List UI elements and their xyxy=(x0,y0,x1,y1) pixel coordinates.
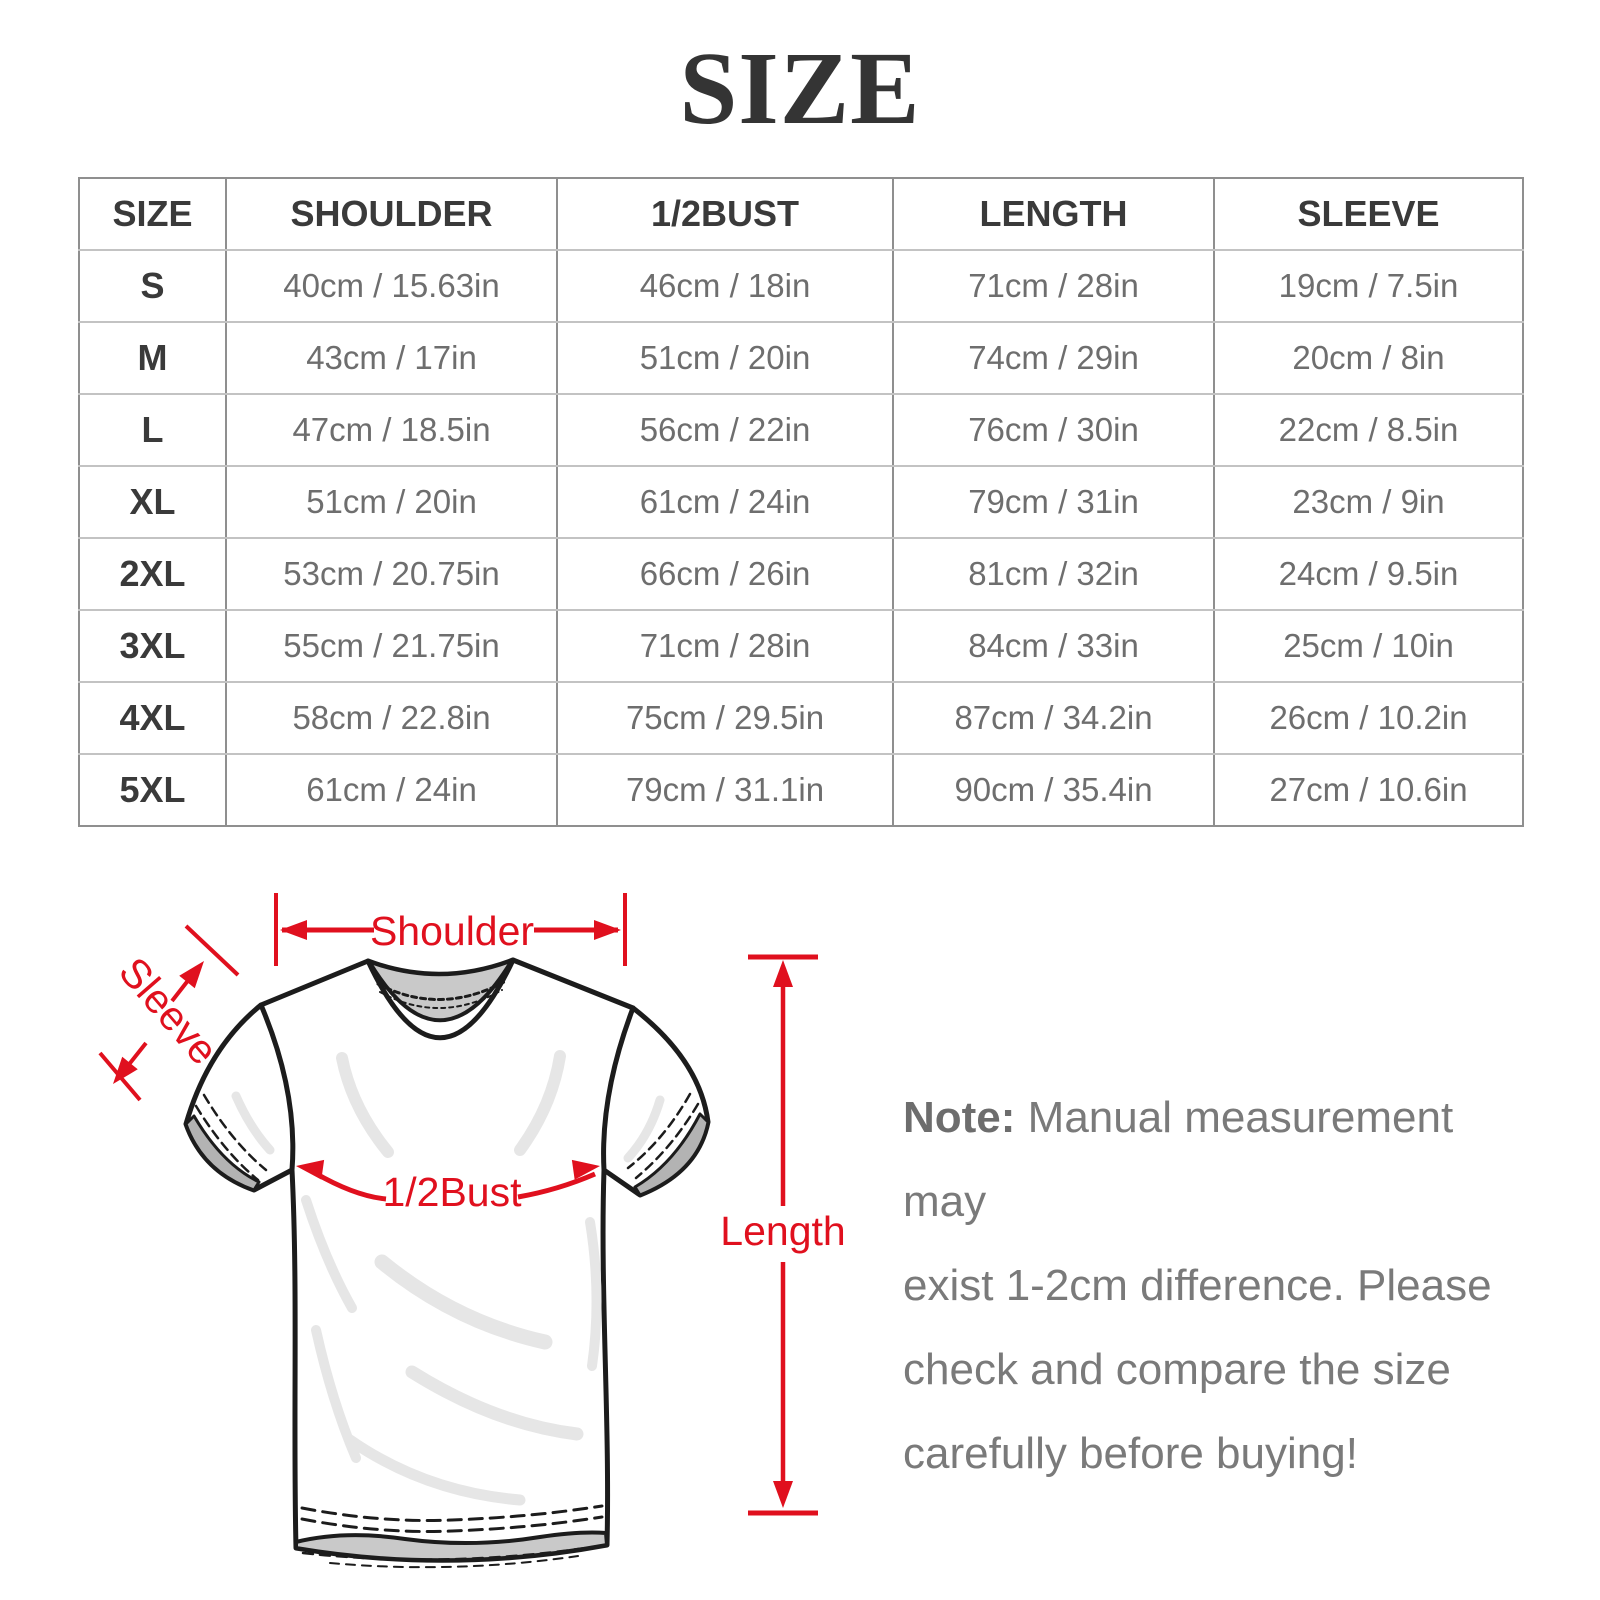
column-header-sleeve: SLEEVE xyxy=(1213,177,1524,251)
cell-shoulder: 40cm / 15.63in xyxy=(225,249,558,323)
cell-length: 76cm / 30in xyxy=(892,393,1215,467)
cell-length: 79cm / 31in xyxy=(892,465,1215,539)
table-row-s: S 40cm / 15.63in 46cm / 18in 71cm / 28in… xyxy=(78,249,1524,323)
hem-band xyxy=(294,1530,609,1563)
table-row-l: L 47cm / 18.5in 56cm / 22in 76cm / 30in … xyxy=(78,393,1524,467)
page-title: SIZE xyxy=(679,31,921,146)
dimension-arrowheads xyxy=(113,920,793,1508)
cell-shoulder: 58cm / 22.8in xyxy=(225,681,558,755)
cell-length: 84cm / 33in xyxy=(892,609,1215,683)
note-line-1: Note: Manual measurement may xyxy=(903,1093,1454,1226)
cell-sleeve: 22cm / 8.5in xyxy=(1213,393,1524,467)
fabric-wrinkles xyxy=(231,1050,665,1506)
cell-sleeve: 23cm / 9in xyxy=(1213,465,1524,539)
cell-sleeve: 20cm / 8in xyxy=(1213,321,1524,395)
cell-sleeve: 24cm / 9.5in xyxy=(1213,537,1524,611)
cell-size: XL xyxy=(78,465,227,539)
cell-length: 81cm / 32in xyxy=(892,537,1215,611)
cell-shoulder: 47cm / 18.5in xyxy=(225,393,558,467)
cell-halfbust: 75cm / 29.5in xyxy=(556,681,894,755)
halfbust-dimension-arrow xyxy=(313,1170,387,1202)
cell-halfbust: 79cm / 31.1in xyxy=(556,753,894,827)
size-table-header-row: SIZE SHOULDER 1/2BUST LENGTH SLEEVE xyxy=(78,177,1524,251)
column-header-shoulder: SHOULDER xyxy=(225,177,558,251)
left-armhole-seam xyxy=(258,1002,296,1173)
cell-size: 3XL xyxy=(78,609,227,683)
cell-size: 5XL xyxy=(78,753,227,827)
size-table-container: SIZE SHOULDER 1/2BUST LENGTH SLEEVE S 40… xyxy=(78,177,1524,827)
table-row-xl: XL 51cm / 20in 61cm / 24in 79cm / 31in 2… xyxy=(78,465,1524,539)
cell-length: 87cm / 34.2in xyxy=(892,681,1215,755)
cell-size: 4XL xyxy=(78,681,227,755)
cell-halfbust: 56cm / 22in xyxy=(556,393,894,467)
sleeve-label: Sleeve xyxy=(110,948,227,1073)
cell-length: 90cm / 35.4in xyxy=(892,753,1215,827)
note-text: Note: Manual measurement may exist 1-2cm… xyxy=(903,1076,1543,1496)
cell-shoulder: 55cm / 21.75in xyxy=(225,609,558,683)
halfbust-label: 1/2Bust xyxy=(382,1169,522,1215)
cell-sleeve: 25cm / 10in xyxy=(1213,609,1524,683)
left-cuff-inside xyxy=(184,1114,261,1192)
cell-halfbust: 46cm / 18in xyxy=(556,249,894,323)
column-header-length: LENGTH xyxy=(892,177,1215,251)
cell-sleeve: 27cm / 10.6in xyxy=(1213,753,1524,827)
cell-sleeve: 19cm / 7.5in xyxy=(1213,249,1524,323)
length-label: Length xyxy=(720,1208,845,1254)
note-label: Note: xyxy=(903,1093,1016,1142)
table-row-m: M 43cm / 17in 51cm / 20in 74cm / 29in 20… xyxy=(78,321,1524,395)
cell-shoulder: 53cm / 20.75in xyxy=(225,537,558,611)
cell-halfbust: 66cm / 26in xyxy=(556,537,894,611)
cell-size: L xyxy=(78,393,227,467)
cell-halfbust: 61cm / 24in xyxy=(556,465,894,539)
right-armhole-seam xyxy=(601,1005,636,1173)
note-line-2: exist 1-2cm difference. Please xyxy=(903,1261,1492,1310)
cell-size: S xyxy=(78,249,227,323)
cell-halfbust: 71cm / 28in xyxy=(556,609,894,683)
cell-size: M xyxy=(78,321,227,395)
cell-sleeve: 26cm / 10.2in xyxy=(1213,681,1524,755)
tshirt-body xyxy=(183,957,711,1563)
shoulder-label: Shoulder xyxy=(370,908,534,954)
table-row-3xl: 3XL 55cm / 21.75in 71cm / 28in 84cm / 33… xyxy=(78,609,1524,683)
note-line-3: check and compare the size xyxy=(903,1345,1451,1394)
table-row-2xl: 2XL 53cm / 20.75in 66cm / 26in 81cm / 32… xyxy=(78,537,1524,611)
cell-size: 2XL xyxy=(78,537,227,611)
collar-stitch-upper xyxy=(376,980,506,1001)
collar-back-neckline xyxy=(366,958,515,977)
measurement-diagram: Shoulder Sleeve 1/2Bust Length xyxy=(98,893,846,1569)
cell-length: 74cm / 29in xyxy=(892,321,1215,395)
cell-shoulder: 51cm / 20in xyxy=(225,465,558,539)
column-header-halfbust: 1/2BUST xyxy=(556,177,894,251)
note-line-4: carefully before buying! xyxy=(903,1429,1358,1478)
sleeve-tick-top xyxy=(184,924,240,977)
column-header-size: SIZE xyxy=(78,177,227,251)
tshirt-illustration xyxy=(183,957,711,1569)
cell-length: 71cm / 28in xyxy=(892,249,1215,323)
collar-stitch-lower xyxy=(379,989,503,1009)
table-row-4xl: 4XL 58cm / 22.8in 75cm / 29.5in 87cm / 3… xyxy=(78,681,1524,755)
cell-shoulder: 43cm / 17in xyxy=(225,321,558,395)
cell-shoulder: 61cm / 24in xyxy=(225,753,558,827)
right-cuff-inside xyxy=(633,1112,710,1197)
cell-halfbust: 51cm / 20in xyxy=(556,321,894,395)
table-row-5xl: 5XL 61cm / 24in 79cm / 31.1in 90cm / 35.… xyxy=(78,753,1524,827)
size-table: SIZE SHOULDER 1/2BUST LENGTH SLEEVE S 40… xyxy=(78,177,1524,827)
